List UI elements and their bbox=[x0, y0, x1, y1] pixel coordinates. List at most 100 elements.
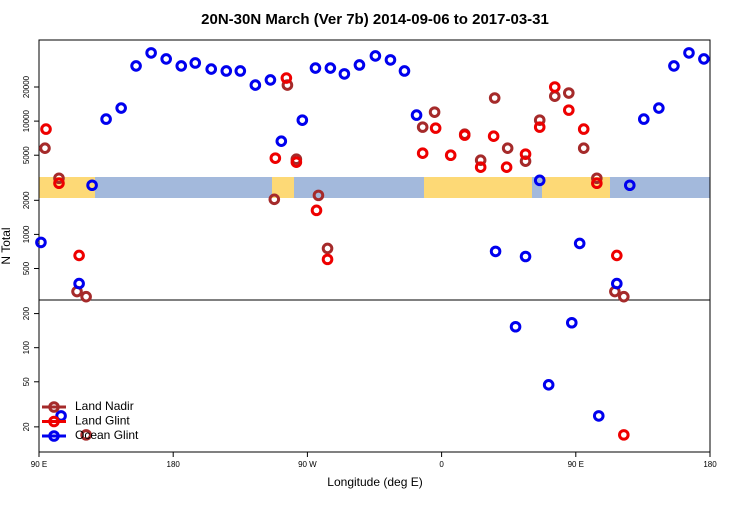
data-point bbox=[533, 114, 546, 126]
legend-label: Land Glint bbox=[75, 414, 130, 428]
legend-label: Land Nadir bbox=[75, 399, 134, 413]
data-point bbox=[321, 242, 334, 255]
data-point bbox=[487, 130, 500, 142]
data-point bbox=[53, 172, 65, 185]
x-tick-label: 180 bbox=[703, 460, 717, 469]
data-point bbox=[573, 237, 586, 250]
data-point bbox=[384, 54, 397, 66]
data-point bbox=[312, 189, 325, 202]
data-point bbox=[533, 121, 546, 133]
data-point bbox=[324, 62, 337, 74]
data-point bbox=[40, 123, 52, 135]
legend-marker bbox=[48, 415, 60, 428]
data-point bbox=[489, 245, 502, 258]
data-point bbox=[618, 290, 630, 303]
data-point bbox=[519, 155, 532, 167]
data-point bbox=[309, 62, 322, 74]
data-point bbox=[429, 122, 442, 134]
data-point bbox=[115, 102, 127, 114]
data-point bbox=[145, 47, 157, 59]
data-point bbox=[175, 60, 188, 72]
x-tick-label: 0 bbox=[439, 460, 444, 469]
data-point bbox=[611, 277, 623, 290]
data-point bbox=[548, 81, 561, 93]
data-point bbox=[444, 149, 457, 162]
data-point bbox=[509, 320, 522, 333]
data-point bbox=[500, 161, 513, 173]
y-tick-label: 20 bbox=[22, 422, 31, 431]
x-tick-label: 90 E bbox=[31, 460, 47, 469]
data-point bbox=[698, 53, 710, 65]
data-point bbox=[130, 60, 142, 72]
data-point bbox=[275, 135, 288, 147]
data-point bbox=[668, 60, 680, 72]
data-point bbox=[592, 410, 605, 422]
data-point bbox=[338, 68, 351, 80]
data-point bbox=[458, 129, 471, 141]
data-point bbox=[637, 113, 650, 125]
data-point bbox=[189, 57, 202, 69]
data-point bbox=[53, 177, 65, 190]
data-point bbox=[205, 63, 218, 75]
data-point bbox=[249, 79, 262, 91]
data-point bbox=[562, 87, 575, 99]
data-point bbox=[35, 236, 47, 249]
data-point bbox=[533, 174, 546, 187]
data-point bbox=[268, 193, 281, 206]
data-point bbox=[653, 102, 665, 114]
data-point bbox=[269, 152, 282, 164]
data-point bbox=[86, 179, 98, 192]
data-point bbox=[410, 109, 423, 121]
land-patch bbox=[272, 177, 294, 198]
data-point bbox=[416, 147, 429, 159]
data-point bbox=[519, 148, 532, 160]
data-point bbox=[264, 74, 277, 86]
y-tick-label: 200 bbox=[22, 306, 31, 320]
data-point bbox=[501, 142, 514, 154]
data-point bbox=[353, 59, 366, 71]
data-point bbox=[428, 106, 441, 118]
data-point bbox=[623, 179, 636, 192]
data-point bbox=[416, 121, 429, 133]
data-point bbox=[80, 429, 92, 441]
data-point bbox=[73, 249, 85, 262]
data-point bbox=[220, 65, 233, 77]
data-point bbox=[100, 113, 112, 125]
chart-title: 20N-30N March (Ver 7b) 2014-09-06 to 201… bbox=[201, 11, 549, 28]
data-point bbox=[160, 53, 172, 65]
data-point bbox=[80, 290, 92, 303]
y-tick-label: 5000 bbox=[22, 146, 31, 164]
land-patch bbox=[424, 177, 532, 198]
data-point bbox=[321, 253, 334, 266]
data-point bbox=[280, 72, 293, 84]
x-axis-label: Longitude (deg E) bbox=[327, 475, 422, 489]
data-point bbox=[310, 204, 323, 217]
data-point bbox=[290, 156, 303, 168]
y-tick-label: 20000 bbox=[22, 75, 31, 98]
y-axis-label: N Total bbox=[0, 227, 13, 264]
x-tick-label: 90 E bbox=[568, 460, 584, 469]
data-point bbox=[39, 142, 51, 154]
y-tick-label: 500 bbox=[22, 261, 31, 275]
data-point bbox=[519, 250, 532, 263]
legend-marker bbox=[48, 430, 60, 442]
data-point bbox=[577, 123, 590, 135]
data-point bbox=[488, 92, 501, 104]
y-tick-label: 50 bbox=[22, 377, 31, 386]
data-point bbox=[565, 316, 578, 329]
data-point bbox=[577, 142, 590, 154]
data-point bbox=[591, 172, 603, 185]
map-band bbox=[39, 177, 710, 198]
data-point bbox=[296, 114, 309, 126]
y-tick-label: 2000 bbox=[22, 191, 31, 209]
y-tick-label: 100 bbox=[22, 340, 31, 354]
data-point bbox=[618, 429, 630, 441]
data-point bbox=[234, 65, 247, 77]
data-point bbox=[398, 65, 411, 77]
x-tick-label: 180 bbox=[167, 460, 181, 469]
data-point bbox=[683, 47, 695, 59]
y-tick-label: 10000 bbox=[22, 109, 31, 132]
data-point bbox=[369, 50, 382, 62]
